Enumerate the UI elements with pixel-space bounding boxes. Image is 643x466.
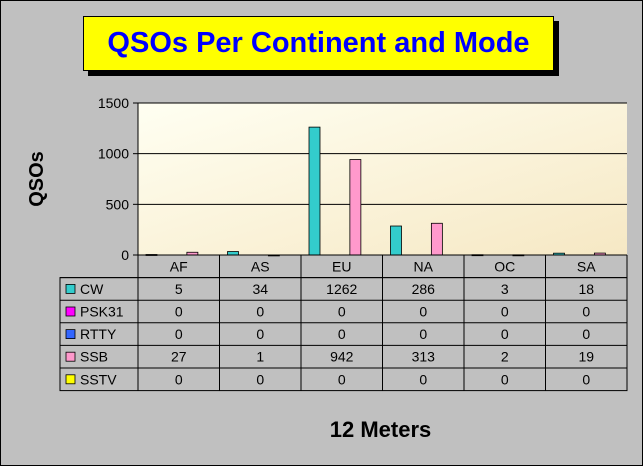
y-tick-label: 0	[121, 247, 129, 263]
x-tick-label: SA	[577, 258, 596, 274]
table-cell: 1	[256, 349, 264, 365]
bar-ssb-na	[430, 222, 443, 256]
table-cell: 0	[175, 326, 183, 342]
bar-cw-as	[227, 251, 239, 256]
legend-label-psk31: PSK31	[80, 304, 124, 320]
table-cell: 313	[412, 349, 436, 365]
table-cell: 0	[419, 326, 427, 342]
table-cell: 0	[338, 304, 346, 320]
plot-area	[138, 103, 627, 255]
table-cell: 0	[175, 304, 183, 320]
x-tick-label: AS	[251, 258, 270, 274]
chart-title-box: QSOs Per Continent and Mode	[83, 16, 554, 71]
table-cell: 0	[338, 371, 346, 387]
table-cell: 0	[582, 326, 590, 342]
table-cell: 0	[338, 326, 346, 342]
table-cell: 942	[330, 349, 354, 365]
table-cell: 0	[582, 371, 590, 387]
legend-swatch-sstv	[65, 374, 76, 385]
chart-title: QSOs Per Continent and Mode	[107, 27, 530, 59]
legend-label-cw: CW	[80, 281, 104, 297]
legend-swatch-psk31	[65, 306, 76, 317]
table-cell: 0	[501, 371, 509, 387]
y-tick-label: 1500	[98, 95, 129, 111]
x-tick-label: AF	[170, 258, 188, 274]
table-cell: 2	[501, 349, 509, 365]
table-cell: 0	[175, 371, 183, 387]
table-cell: 19	[578, 349, 594, 365]
bar-cw-na	[390, 225, 402, 256]
table-cell: 27	[171, 349, 187, 365]
table-cell: 0	[419, 371, 427, 387]
table-cell: 0	[419, 304, 427, 320]
x-axis-label: 12 Meters	[330, 417, 432, 442]
legend-swatch-ssb	[65, 351, 76, 362]
bar-ssb-eu	[349, 159, 362, 256]
x-tick-label: EU	[332, 258, 351, 274]
legend-swatch-cw	[65, 283, 76, 294]
y-axis-ticks: 0 500 1000 1500	[98, 95, 129, 263]
y-tick-label: 1000	[98, 146, 129, 162]
y-axis-label: QSOs	[26, 151, 48, 207]
legend-label-sstv: SSTV	[80, 371, 117, 387]
x-tick-label: NA	[414, 258, 434, 274]
table-cell: 34	[252, 281, 268, 297]
bar-cw-eu	[308, 126, 321, 256]
table-cell: 0	[582, 304, 590, 320]
table-cell: 0	[501, 304, 509, 320]
x-tick-label: OC	[494, 258, 515, 274]
table-cell: 0	[256, 326, 264, 342]
legend-label-rtty: RTTY	[80, 326, 117, 342]
table-cell: 18	[578, 281, 594, 297]
table-cell: 1262	[326, 281, 357, 297]
table-cell: 286	[412, 281, 436, 297]
table-cell: 5	[175, 281, 183, 297]
table-cell: 3	[501, 281, 509, 297]
legend-label-ssb: SSB	[80, 349, 108, 365]
legend-swatch-rtty	[65, 329, 76, 340]
table-cell: 0	[256, 371, 264, 387]
table-cell: 0	[501, 326, 509, 342]
data-table: AF AS EU NA OC SA CW 5 34 1262 286 3 18 PSK31 0 0 0 0 0 0 RT…	[59, 254, 628, 392]
table-cell: 0	[256, 304, 264, 320]
y-tick-label: 500	[106, 196, 130, 212]
